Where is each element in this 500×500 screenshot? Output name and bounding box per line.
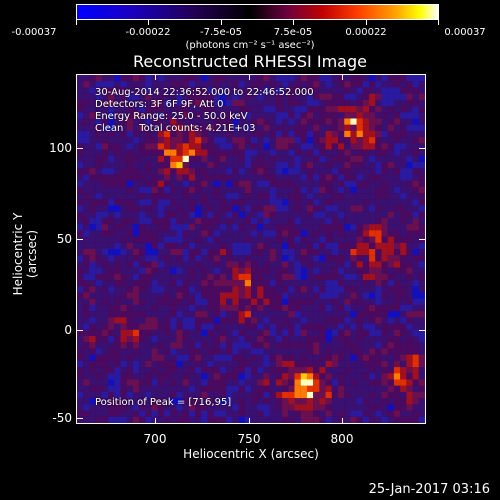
y-tick xyxy=(419,239,426,240)
y-tick-label: -50 xyxy=(52,411,72,425)
x-tick-label: 800 xyxy=(330,432,354,446)
y-tick xyxy=(419,330,426,331)
y-tick-label: 0 xyxy=(64,323,72,337)
info-peak-position: Position of Peak = [716,95] xyxy=(95,397,232,408)
colorbar xyxy=(76,4,439,20)
x-tick xyxy=(342,418,343,424)
colorbar-label: 0.00037 xyxy=(444,27,486,38)
info-time-range: 30-Aug-2014 22:36:52.000 to 22:46:52.000 xyxy=(95,87,314,98)
y-tick-label: 100 xyxy=(49,141,72,155)
colorbar-tick xyxy=(148,20,149,25)
info-clean-counts: Clean Total counts: 4.21E+03 xyxy=(95,123,256,134)
colorbar-label: -0.00037 xyxy=(11,27,57,38)
colorbar-label: -7.5e-05 xyxy=(200,27,242,38)
y-tick xyxy=(76,148,83,149)
y-tick xyxy=(76,330,83,331)
x-tick xyxy=(342,74,343,80)
colorbar-tick xyxy=(293,20,294,25)
x-tick-label: 700 xyxy=(143,432,167,446)
timestamp: 25-Jan-2017 03:16 xyxy=(368,482,490,497)
y-axis-title: Heliocentric Y (arcsec) xyxy=(11,212,39,296)
colorbar-label: -0.00022 xyxy=(125,27,171,38)
heatmap xyxy=(77,75,425,423)
colorbar-tick xyxy=(438,20,439,25)
x-tick-label: 750 xyxy=(237,432,261,446)
y-tick xyxy=(76,418,83,419)
colorbar-tick xyxy=(366,20,367,25)
y-tick-label: 50 xyxy=(56,232,72,246)
y-tick xyxy=(419,148,426,149)
x-tick xyxy=(249,418,250,424)
info-energy-range: Energy Range: 25.0 - 50.0 keV xyxy=(95,111,248,122)
image-plot: 30-Aug-2014 22:36:52.000 to 22:46:52.000… xyxy=(76,74,426,424)
image-title: Reconstructed RHESSI Image xyxy=(133,52,367,71)
x-tick xyxy=(155,418,156,424)
colorbar-units: (photons cm⁻² s⁻¹ asec⁻²) xyxy=(185,40,315,51)
colorbar-label: 7.5e-05 xyxy=(273,27,313,38)
x-tick xyxy=(249,74,250,80)
x-tick xyxy=(155,74,156,80)
colorbar-tick xyxy=(221,20,222,25)
colorbar-label: 0.00022 xyxy=(345,27,387,38)
y-tick xyxy=(76,239,83,240)
info-detectors: Detectors: 3F 6F 9F, Att 0 xyxy=(95,99,224,110)
x-axis-title: Heliocentric X (arcsec) xyxy=(183,447,319,461)
colorbar-tick xyxy=(76,20,77,25)
